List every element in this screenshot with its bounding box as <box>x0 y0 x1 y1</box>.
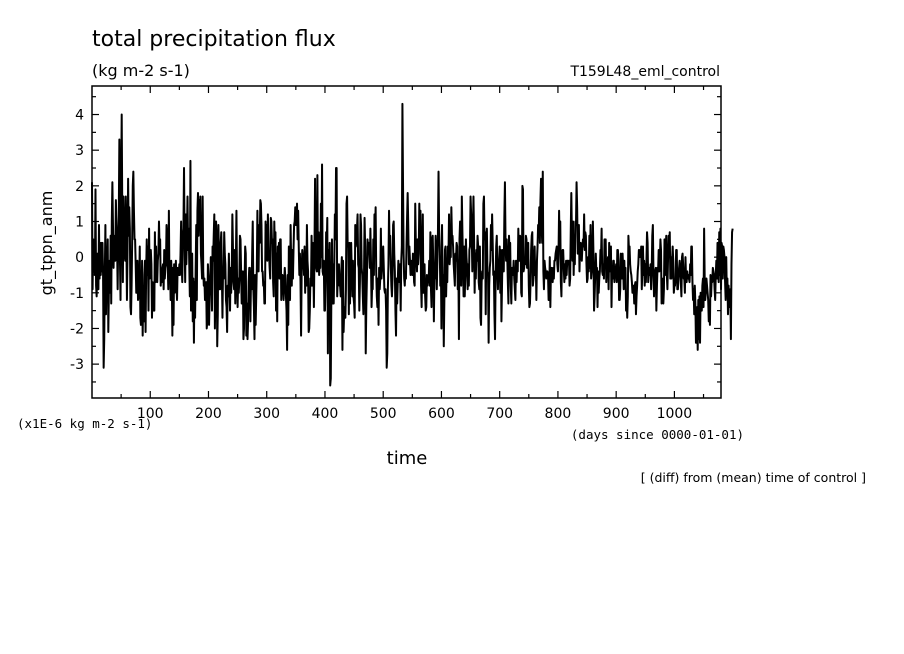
x-tick-label: 100 <box>137 406 164 422</box>
x-unit-note: (days since 0000-01-01) <box>571 427 744 442</box>
x-tick-label: 600 <box>428 406 455 422</box>
x-tick-label: 200 <box>195 406 222 422</box>
x-tick-label: 900 <box>603 406 630 422</box>
x-tick-label: 700 <box>486 406 513 422</box>
x-tick-label: 500 <box>370 406 397 422</box>
y-axis-label: gt_tppn_anm <box>37 191 57 296</box>
x-tick-label: 400 <box>312 406 339 422</box>
y-tick-label: -1 <box>70 286 84 302</box>
axis-tick-labels: -3 -2 -1 0 1 2 3 4 100 200 300 400 500 600 700 800 900 10… <box>70 108 692 422</box>
y-tick-label: 0 <box>75 250 84 266</box>
x-tick-label: 1000 <box>657 406 693 422</box>
chart-subtitle: (kg m-2 s-1) <box>92 61 190 80</box>
y-tick-label: 3 <box>75 143 84 159</box>
run-label: T159L48_eml_control <box>569 64 720 80</box>
y-tick-label: 1 <box>75 214 84 230</box>
x-tick-label: 300 <box>253 406 280 422</box>
y-tick-label: -3 <box>70 357 84 373</box>
series-line <box>91 102 734 387</box>
x-tick-label: 800 <box>545 406 572 422</box>
plot-area <box>91 85 722 399</box>
y-unit-note: (x1E-6 kg m-2 s-1) <box>17 416 152 431</box>
footnote: [ (diff) from (mean) time of control ] <box>641 470 866 485</box>
x-axis-label: time <box>387 448 428 469</box>
y-tick-label: 4 <box>75 108 84 124</box>
chart-title: total precipitation flux <box>92 27 336 52</box>
y-tick-label: -2 <box>70 321 84 337</box>
y-tick-label: 2 <box>75 179 84 195</box>
